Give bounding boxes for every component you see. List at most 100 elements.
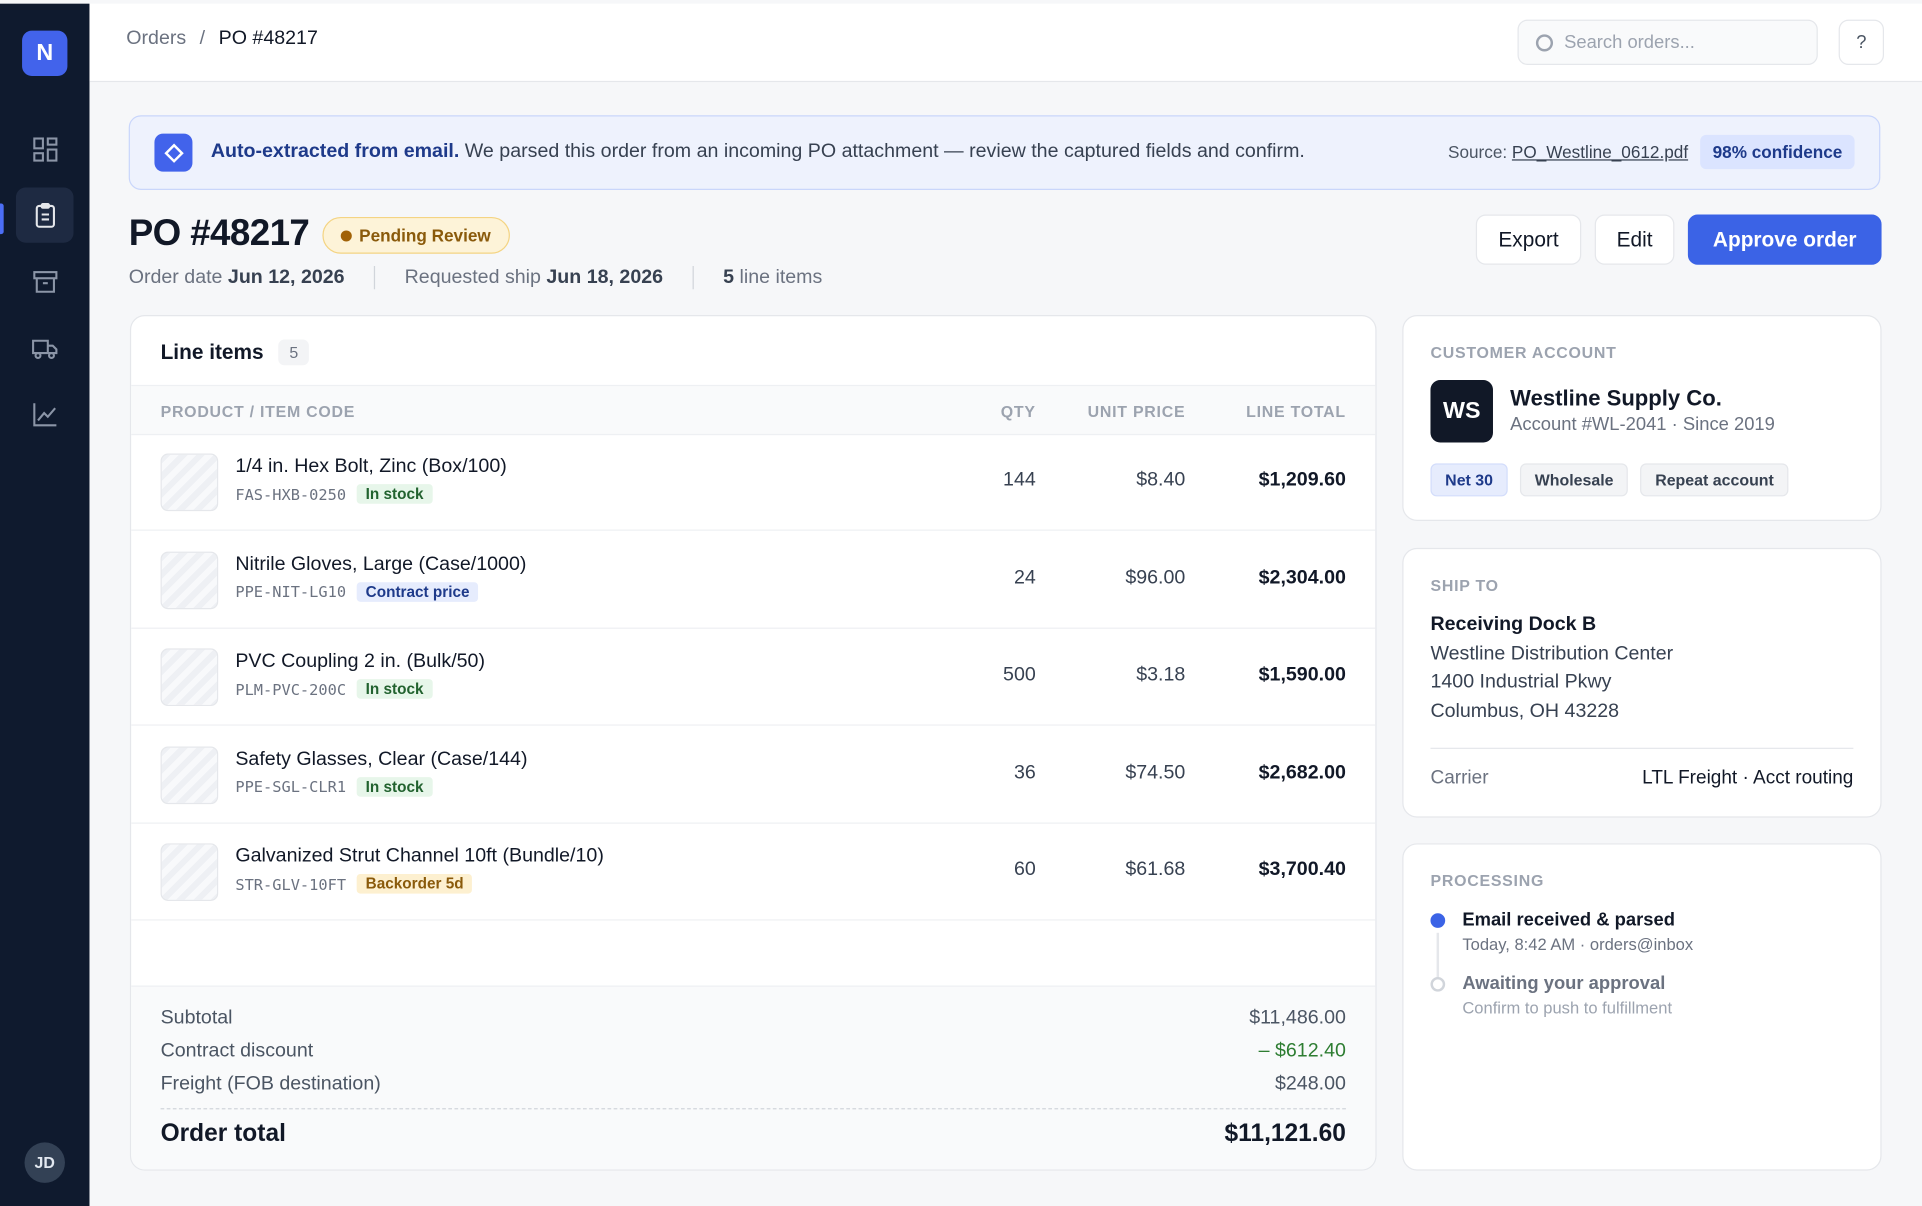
approve-button[interactable]: Approve order: [1687, 214, 1882, 265]
card-heading: PROCESSING: [1430, 871, 1545, 890]
customer-account: Account #WL-2041 · Since 2019: [1510, 414, 1775, 436]
address-line: 1400 Industrial Pkwy: [1430, 672, 1612, 694]
carrier-value: LTL Freight · Acct routing: [1642, 767, 1854, 789]
carrier: Carrier LTL Freight · Acct routing: [1430, 767, 1853, 789]
export-button[interactable]: Export: [1475, 214, 1582, 265]
source-label: Source:: [1447, 142, 1508, 162]
step-dot: [1430, 913, 1446, 928]
unit-price: $74.50: [1125, 761, 1186, 783]
nav-analytics[interactable]: [16, 386, 74, 441]
banner-icon: [154, 133, 193, 172]
meta-separator: [373, 265, 376, 290]
total-label: Contract discount: [160, 1040, 314, 1062]
stock-tag: In stock: [357, 679, 433, 699]
product-thumbnail: [160, 550, 219, 609]
total-value: $11,486.00: [1249, 1007, 1346, 1029]
product-code-line: FAS-HXB-0250 In stock: [235, 484, 433, 504]
user-avatar[interactable]: JD: [24, 1142, 65, 1183]
breadcrumb: Orders / PO #48217: [126, 28, 318, 50]
total-row: Contract discount – $612.40: [161, 1041, 1346, 1063]
total-row: Freight (FOB destination) $248.00: [161, 1074, 1346, 1096]
step-detail: Today, 8:42 AM · orders@inbox: [1462, 935, 1694, 954]
order-total: Order total $11,121.60: [161, 1120, 1346, 1148]
divider: [160, 1108, 1346, 1110]
stock-tag: In stock: [357, 776, 433, 797]
total-label: Freight (FOB destination): [160, 1073, 381, 1095]
column-label: LINE TOTAL: [1246, 402, 1346, 421]
nav-shipping[interactable]: [16, 320, 74, 375]
total-row: Subtotal $11,486.00: [161, 1008, 1346, 1030]
unit-price: $96.00: [1125, 566, 1186, 588]
line-total: $1,590.00: [1258, 664, 1346, 686]
product-thumbnail: [160, 453, 219, 512]
status-badge: Pending Review: [322, 216, 511, 254]
product-name: Safety Glasses, Clear (Case/144): [235, 748, 528, 770]
divider: [1430, 747, 1854, 749]
qty: 60: [1013, 859, 1036, 881]
line-item-row: 1/4 in. Hex Bolt, Zinc (Box/100) FAS-HXB-…: [131, 433, 1376, 531]
line-item-row: Safety Glasses, Clear (Case/144) PPE-SGL-…: [131, 725, 1376, 824]
customer-card: CUSTOMER ACCOUNT WS Westline Supply Co. …: [1402, 315, 1882, 521]
line-item-row: PVC Coupling 2 in. (Bulk/50) PLM-PVC-200C…: [131, 628, 1376, 726]
column-label: PRODUCT / ITEM CODE: [160, 402, 356, 421]
product-code-line: PLM-PVC-200C In stock: [235, 679, 433, 699]
step-detail: Confirm to push to fulfillment: [1462, 999, 1673, 1018]
line-total: $2,682.00: [1258, 761, 1346, 783]
total-value: $11,121.60: [1224, 1120, 1346, 1148]
help-button[interactable]: ?: [1838, 19, 1885, 65]
breadcrumb-link[interactable]: Orders: [126, 28, 187, 50]
banner-text: We parsed this order from an incoming PO…: [464, 140, 1305, 162]
processing-card: PROCESSING Email received & parsed Today,…: [1402, 843, 1882, 1171]
line-items-header: Line items 5: [161, 339, 310, 366]
edit-button[interactable]: Edit: [1594, 214, 1675, 265]
product-thumbnail: [160, 843, 219, 901]
customer-tag: Net 30: [1430, 463, 1508, 497]
order-meta: Order date Jun 12, 2026 Requested ship Ju…: [129, 265, 822, 290]
total-label: Subtotal: [160, 1007, 233, 1029]
meta-item: 5 line items: [723, 267, 822, 289]
item-code: STR-GLV-10FT: [235, 874, 347, 893]
product-thumbnail: [160, 648, 219, 707]
status-text: Pending Review: [359, 225, 491, 246]
meta-value: 5: [723, 266, 735, 288]
search-input[interactable]: Search orders...: [1517, 19, 1818, 65]
stock-tag: Contract price: [357, 581, 479, 602]
breadcrumb-current: PO #48217: [218, 28, 318, 50]
item-code: PPE-NIT-LG10: [235, 582, 347, 601]
nav-dashboard[interactable]: [16, 121, 74, 176]
logo[interactable]: N: [22, 30, 68, 76]
nav-inventory[interactable]: [16, 254, 74, 309]
step-dot: [1430, 976, 1446, 992]
address-line: Receiving Dock B: [1430, 614, 1597, 635]
banner-source: Source: PO_Westline_0612.pdf 98% confiden…: [1447, 134, 1855, 170]
column-label: QTY: [1000, 402, 1036, 421]
unit-price: $3.18: [1136, 664, 1186, 686]
total-label: Order total: [160, 1120, 286, 1148]
carrier-label: Carrier: [1430, 767, 1489, 789]
qty: 36: [1013, 761, 1036, 783]
breadcrumb-separator: /: [199, 28, 206, 50]
item-code: FAS-HXB-0250: [235, 484, 347, 504]
product-name: 1/4 in. Hex Bolt, Zinc (Box/100): [235, 455, 507, 477]
step-title: Awaiting your approval: [1462, 973, 1666, 995]
top-bar: Orders / PO #48217 Search orders... ?: [89, 3, 1922, 83]
item-count: 5: [278, 339, 310, 366]
meta-label: Requested ship: [404, 266, 541, 288]
step-title: Email received & parsed: [1462, 909, 1675, 931]
stock-tag: Backorder 5d: [357, 873, 473, 894]
source-link[interactable]: PO_Westline_0612.pdf: [1511, 142, 1689, 162]
extraction-banner: Auto-extracted from email. We parsed thi…: [128, 115, 1881, 190]
customer-avatar: WS: [1430, 379, 1493, 443]
product-thumbnail: [160, 745, 219, 804]
qty: 24: [1013, 566, 1036, 588]
stock-tag: In stock: [357, 484, 433, 504]
meta-item: Order date Jun 12, 2026: [129, 267, 345, 289]
line-total: $1,209.60: [1258, 469, 1346, 491]
product-code-line: PPE-SGL-CLR1 In stock: [235, 776, 433, 797]
line-item-row: Nitrile Gloves, Large (Case/1000) PPE-NIT…: [131, 530, 1376, 629]
total-value: – $612.40: [1258, 1040, 1346, 1062]
card-heading: CUSTOMER ACCOUNT: [1430, 343, 1617, 362]
nav-orders[interactable]: [15, 187, 74, 243]
product-name: PVC Coupling 2 in. (Bulk/50): [235, 650, 485, 672]
